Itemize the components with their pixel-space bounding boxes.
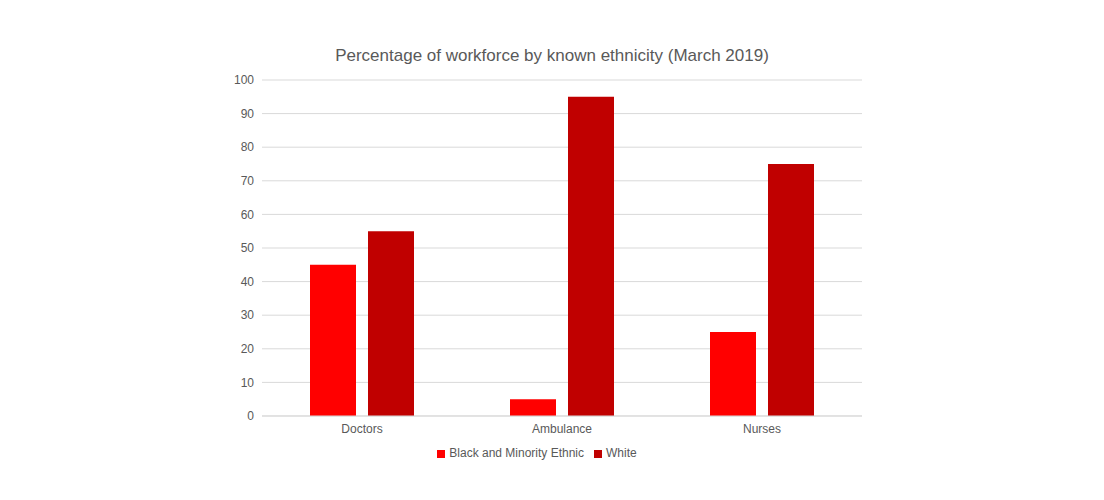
svg-text:40: 40 — [241, 275, 255, 289]
html-text:White: White — [606, 446, 637, 460]
svg-text:50: 50 — [241, 241, 255, 255]
svg-text:0: 0 — [247, 409, 254, 423]
svg-text:90: 90 — [241, 107, 255, 121]
svg-text:Ambulance: Ambulance — [532, 422, 592, 436]
svg-text:10: 10 — [241, 376, 255, 390]
svg-text:80: 80 — [241, 140, 255, 154]
svg-text:Doctors: Doctors — [341, 422, 382, 436]
svg-text:20: 20 — [241, 342, 255, 356]
svg-text:30: 30 — [241, 308, 255, 322]
html-text:Percentage of workforce by kno: Percentage of workforce by known ethnici… — [335, 46, 769, 65]
svg-text:60: 60 — [241, 208, 255, 222]
svg-text:Nurses: Nurses — [743, 422, 781, 436]
svg-text:100: 100 — [234, 73, 254, 87]
html-text:Black and Minority Ethnic: Black and Minority Ethnic — [449, 446, 584, 460]
svg-text:70: 70 — [241, 174, 255, 188]
